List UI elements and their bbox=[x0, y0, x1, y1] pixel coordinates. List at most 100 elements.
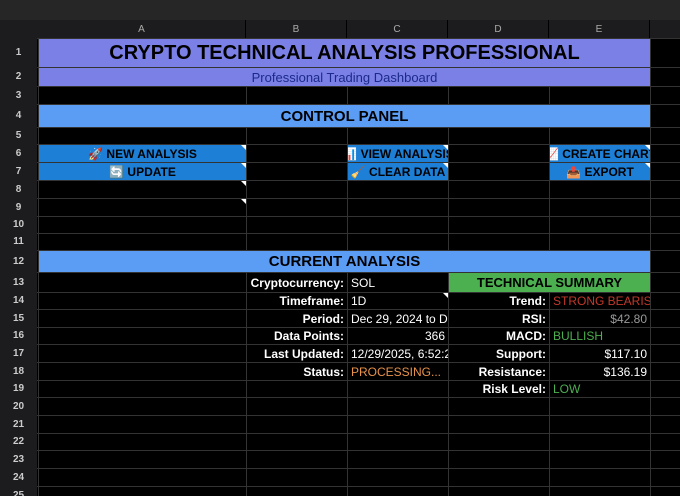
summary-label: Support: bbox=[496, 346, 546, 361]
summary-value: STRONG BEARISH bbox=[553, 294, 650, 308]
grid-line bbox=[0, 86, 680, 87]
summary-value: LOW bbox=[553, 382, 581, 396]
row-number: 15 bbox=[0, 309, 37, 327]
grid-line bbox=[0, 380, 680, 381]
grid-line bbox=[0, 344, 680, 345]
field-label: Timeframe: bbox=[279, 294, 344, 308]
grid-line bbox=[0, 104, 680, 105]
row-number: 17 bbox=[0, 344, 37, 362]
title: CRYPTO TECHNICAL ANALYSIS PROFESSIONAL bbox=[39, 39, 650, 67]
row-number: 9 bbox=[0, 198, 37, 216]
note-marker bbox=[241, 199, 246, 204]
field-value: SOL bbox=[351, 275, 376, 290]
subtitle: Professional Trading Dashboard bbox=[39, 68, 650, 86]
summary-label: RSI: bbox=[522, 311, 546, 326]
toolbar bbox=[0, 0, 680, 20]
grid-line bbox=[0, 486, 680, 487]
grid-line bbox=[0, 233, 680, 234]
row-number: 25 bbox=[0, 486, 37, 496]
summary-value: BULLISH bbox=[553, 329, 604, 343]
grid-line bbox=[0, 309, 680, 310]
grid-line bbox=[0, 397, 680, 398]
row-number: 16 bbox=[0, 327, 37, 344]
action-button[interactable]: 📤 EXPORT bbox=[550, 163, 650, 180]
note-marker bbox=[241, 163, 246, 168]
grid-line bbox=[0, 433, 680, 434]
field-value: Dec 29, 2024 to Dec bbox=[351, 311, 448, 326]
grid-line bbox=[0, 198, 680, 199]
note-marker bbox=[443, 293, 448, 298]
grid-line bbox=[0, 67, 680, 68]
action-button[interactable]: 🔄 UPDATE bbox=[39, 163, 246, 180]
grid-line bbox=[0, 127, 680, 128]
row-number: 10 bbox=[0, 216, 37, 233]
summary-value: $42.80 bbox=[610, 311, 647, 326]
row-number: 23 bbox=[0, 450, 37, 468]
row-number: 22 bbox=[0, 433, 37, 450]
grid-line bbox=[0, 362, 680, 363]
summary-label: Risk Level: bbox=[482, 382, 546, 396]
note-marker bbox=[645, 145, 650, 150]
column-header: E bbox=[549, 20, 649, 38]
field-label: Status: bbox=[303, 364, 344, 379]
column-header: B bbox=[246, 20, 346, 38]
grid-line bbox=[0, 450, 680, 451]
section-heading: CONTROL PANEL bbox=[39, 105, 650, 127]
column-header: C bbox=[347, 20, 447, 38]
note-marker bbox=[241, 181, 246, 186]
summary-value: $136.19 bbox=[603, 364, 647, 379]
field-value: 366 bbox=[424, 329, 445, 343]
row-number: 8 bbox=[0, 180, 37, 198]
grid-line bbox=[0, 144, 680, 145]
grid-line bbox=[0, 250, 680, 251]
field-label: Last Updated: bbox=[263, 346, 344, 361]
row-number: 12 bbox=[0, 250, 37, 272]
action-button[interactable]: 📈 CREATE CHART bbox=[550, 145, 650, 162]
grid-line bbox=[0, 415, 680, 416]
field-value: PROCESSING... bbox=[351, 364, 442, 379]
grid-line bbox=[0, 180, 680, 181]
row-number: 21 bbox=[0, 415, 37, 433]
row-number: 20 bbox=[0, 397, 37, 415]
corner bbox=[0, 20, 38, 38]
column-header: D bbox=[448, 20, 548, 38]
action-button[interactable]: 🚀 NEW ANALYSIS bbox=[39, 145, 246, 162]
field-value: 1D bbox=[351, 294, 367, 308]
action-button[interactable]: 🧹 CLEAR DATA bbox=[348, 163, 448, 180]
grid-line bbox=[0, 38, 680, 39]
row-number: 4 bbox=[0, 104, 37, 127]
row-number: 6 bbox=[0, 144, 37, 162]
grid-line bbox=[0, 216, 680, 217]
row-number: 24 bbox=[0, 468, 37, 486]
field-label: Data Points: bbox=[273, 329, 344, 343]
summary-value: $117.10 bbox=[604, 346, 648, 361]
row-number: 7 bbox=[0, 162, 37, 180]
column-header bbox=[650, 20, 680, 38]
note-marker bbox=[443, 163, 448, 168]
summary-label: Trend: bbox=[509, 294, 546, 308]
row-number: 11 bbox=[0, 233, 37, 250]
field-value: 12/29/2025, 6:52:28 bbox=[351, 346, 448, 361]
grid-line bbox=[0, 272, 680, 273]
grid-line bbox=[0, 162, 680, 163]
note-marker bbox=[241, 145, 246, 150]
row-number: 3 bbox=[0, 86, 37, 104]
grid-line bbox=[38, 20, 39, 496]
summary-label: Resistance: bbox=[478, 364, 546, 379]
row-number: 1 bbox=[0, 38, 37, 67]
row-number: 2 bbox=[0, 67, 37, 86]
row-number: 5 bbox=[0, 127, 37, 144]
grid-line bbox=[0, 327, 680, 328]
row-number: 19 bbox=[0, 380, 37, 397]
summary-heading: TECHNICAL SUMMARY bbox=[449, 273, 650, 292]
field-label: Cryptocurrency: bbox=[250, 275, 344, 290]
row-number: 14 bbox=[0, 292, 37, 309]
action-button[interactable]: 📊 VIEW ANALYSIS bbox=[348, 145, 448, 162]
row-number: 18 bbox=[0, 362, 37, 380]
field-label: Period: bbox=[302, 311, 344, 326]
section-heading: CURRENT ANALYSIS bbox=[39, 251, 650, 272]
grid-line bbox=[650, 20, 651, 496]
row-number: 13 bbox=[0, 272, 37, 292]
summary-label: MACD: bbox=[506, 329, 546, 343]
